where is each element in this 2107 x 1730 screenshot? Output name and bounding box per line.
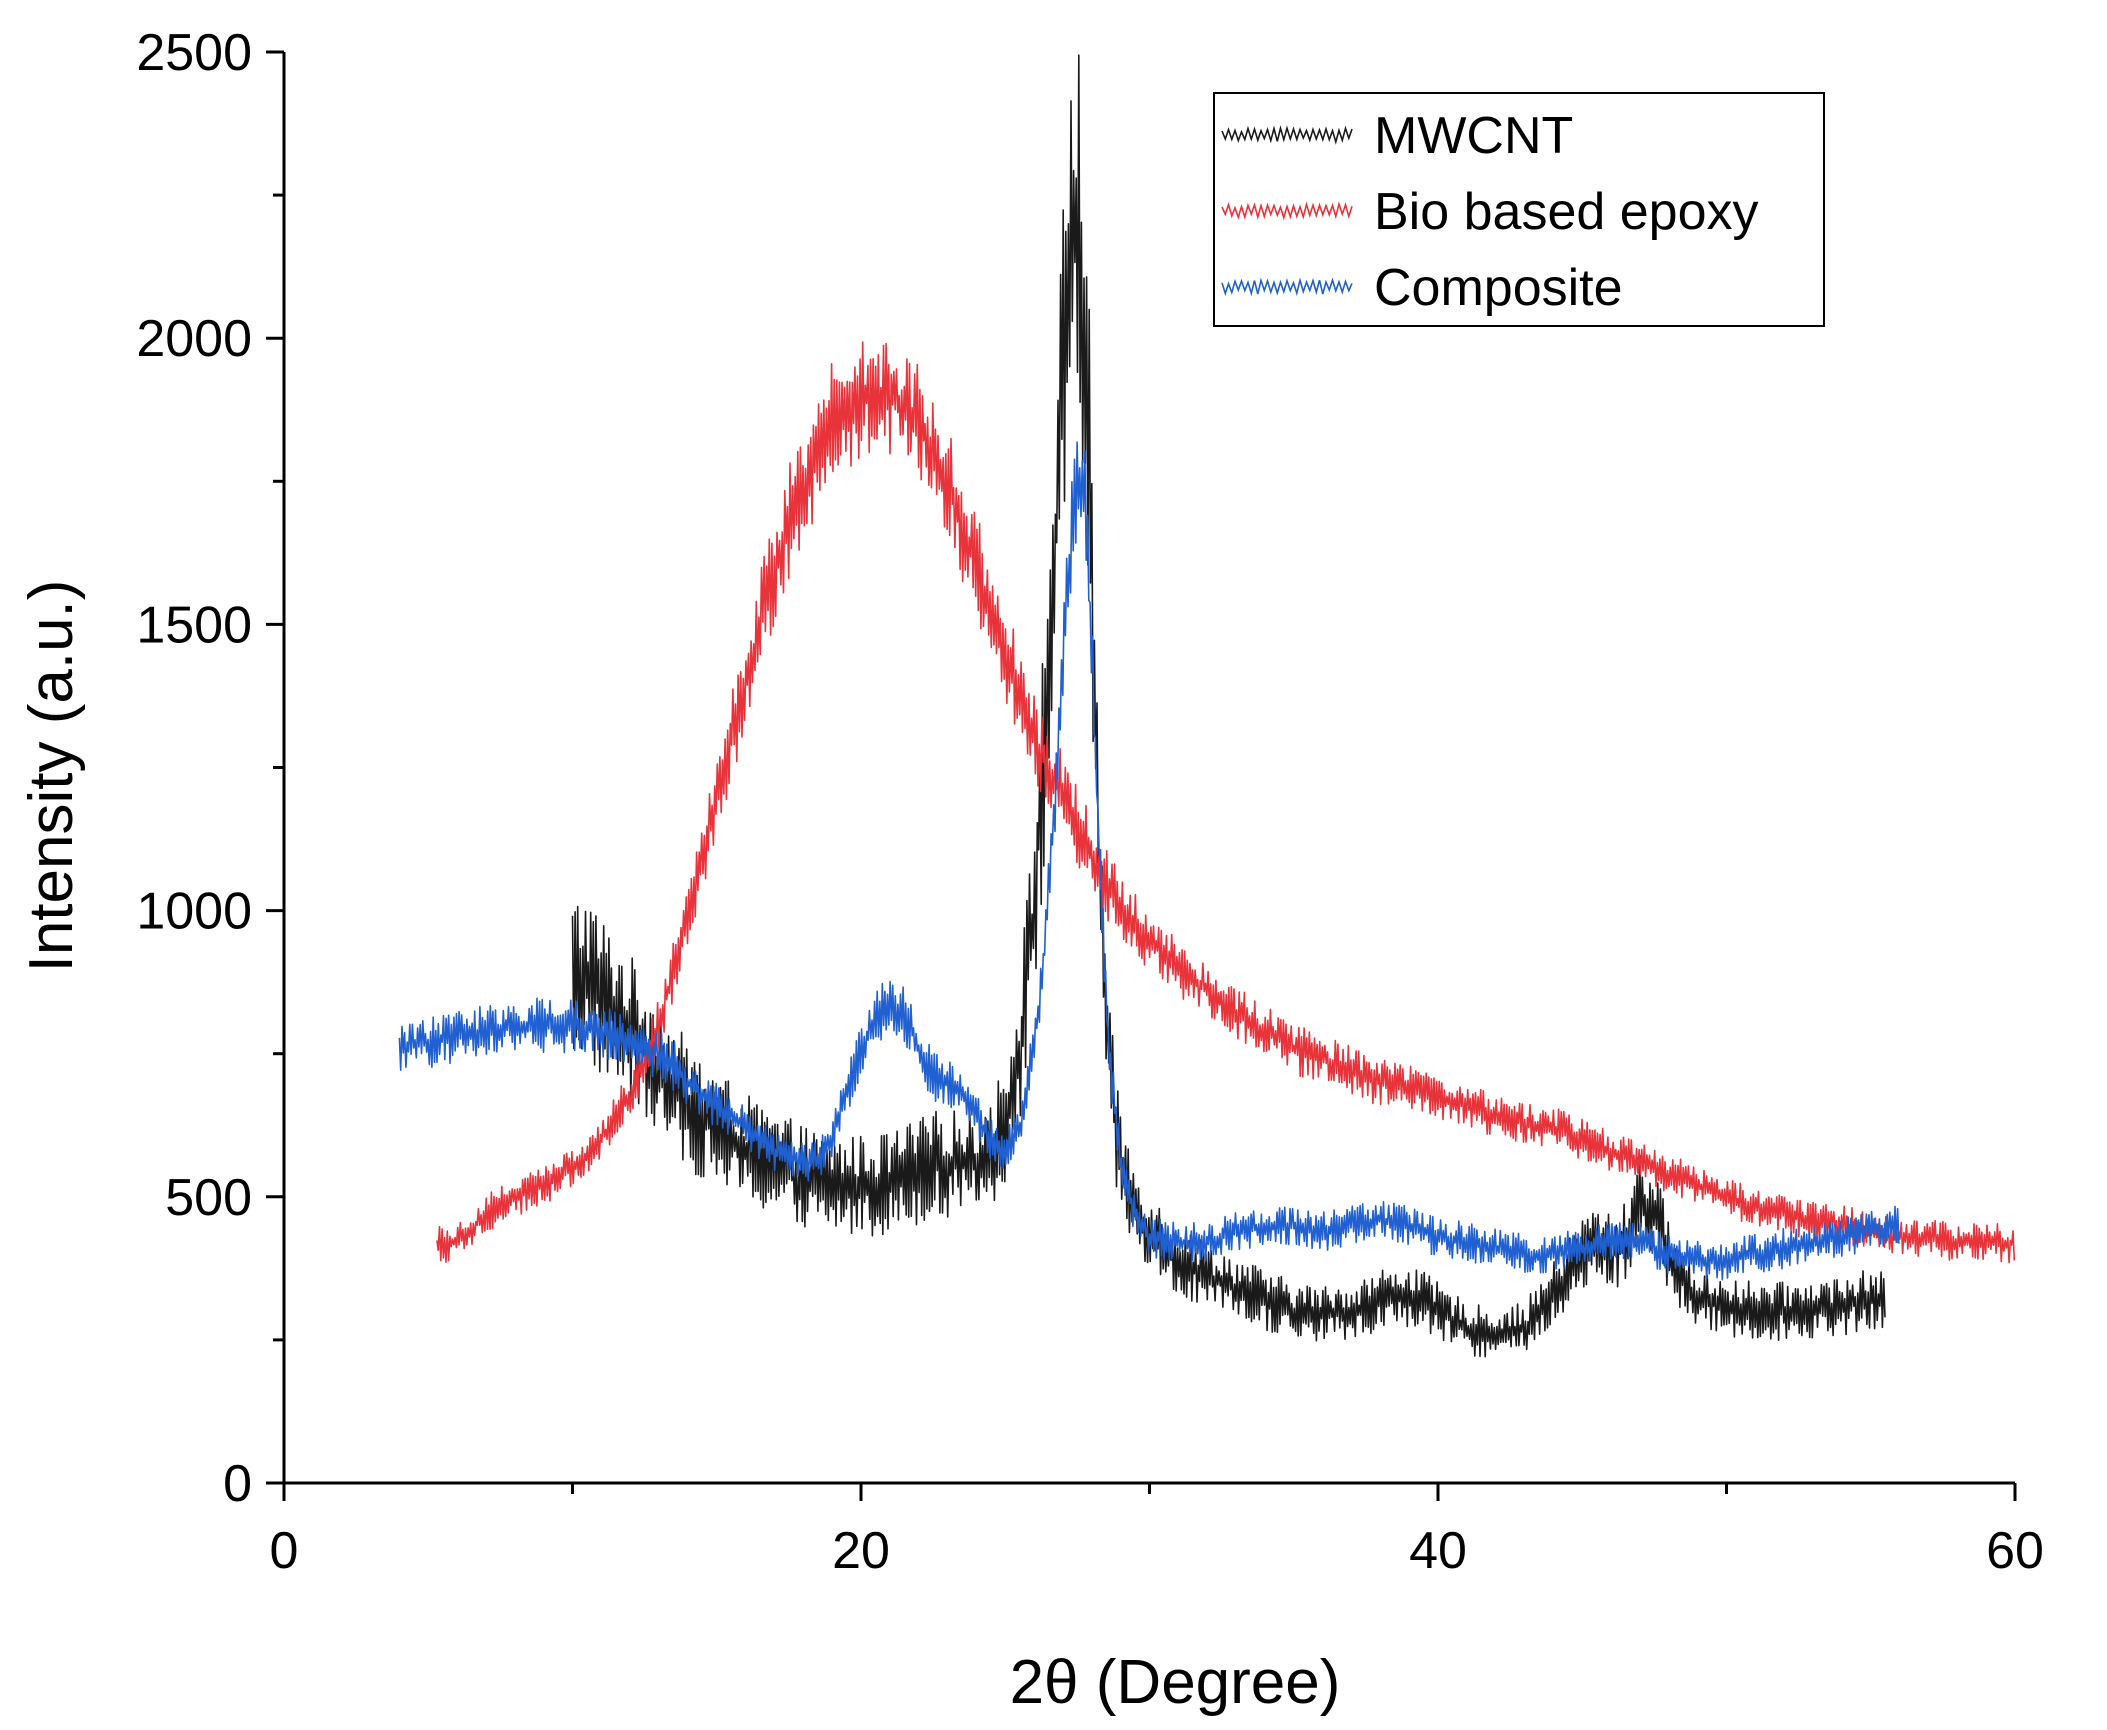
legend-swatch	[1221, 125, 1353, 145]
x-tick-label: 40	[1409, 1522, 1467, 1580]
y-tick-label: 0	[223, 1455, 252, 1513]
legend-swatch	[1221, 277, 1353, 297]
y-tick-label: 1500	[136, 596, 252, 654]
y-tick-label: 1000	[136, 883, 252, 941]
series-layer	[398, 54, 2016, 1358]
legend-item: Bio based epoxy	[1221, 183, 1759, 241]
x-tick-label: 20	[832, 1522, 890, 1580]
legend-swatch	[1221, 201, 1353, 221]
legend-label: Bio based epoxy	[1374, 183, 1759, 241]
series-line-bio-based-epoxy	[436, 341, 2016, 1264]
legend-items: MWCNT Bio based epoxy Composite	[1221, 107, 1759, 317]
legend-label: Composite	[1374, 259, 1623, 317]
x-axis-title: 2θ (Degree)	[1010, 1648, 1341, 1717]
legend: MWCNT Bio based epoxy Composite	[1213, 92, 1825, 327]
y-tick-label: 2500	[136, 24, 252, 82]
y-tick-label: 500	[165, 1169, 252, 1227]
axes: 0 20 40 60 0 500 1000 1500 2000 2500	[136, 24, 2044, 1580]
y-tick-label: 2000	[136, 310, 252, 368]
legend-item: Composite	[1221, 259, 1623, 317]
legend-item: MWCNT	[1221, 107, 1573, 165]
y-axis-title: Intensity (a.u.)	[17, 580, 86, 973]
x-tick-label: 0	[270, 1522, 299, 1580]
x-tick-label: 60	[1986, 1522, 2044, 1580]
legend-label: MWCNT	[1374, 107, 1573, 165]
series-line-composite	[398, 441, 1900, 1281]
